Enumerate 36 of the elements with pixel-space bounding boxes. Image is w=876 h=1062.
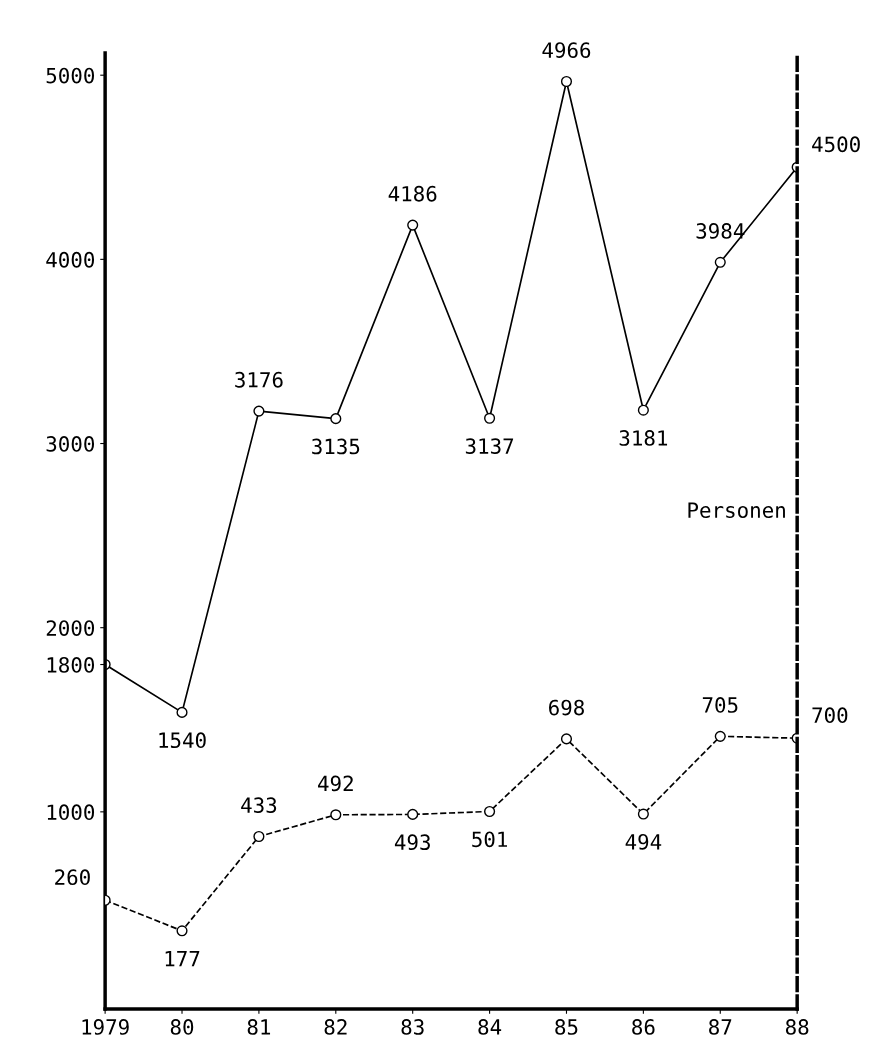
x-tick-label: 82 xyxy=(324,1019,347,1035)
data-label: 493 xyxy=(394,834,430,851)
y-tick-label: 3000 xyxy=(46,436,95,452)
data-label: 492 xyxy=(318,775,353,792)
x-tick-label: 1979 xyxy=(82,1019,129,1035)
x-tick-label: 83 xyxy=(401,1019,424,1035)
x-tick-label: 85 xyxy=(555,1019,578,1035)
data-label: 4966 xyxy=(542,42,591,58)
data-label: 494 xyxy=(625,833,662,850)
y-tick-label: 1800 xyxy=(47,657,95,673)
data-label: 3135 xyxy=(312,438,360,455)
y-tick-label: 4000 xyxy=(46,251,95,268)
data-label: 4186 xyxy=(388,185,437,202)
data-label: 3176 xyxy=(235,371,283,388)
data-label: 501 xyxy=(472,831,507,848)
x-tick-label: 84 xyxy=(478,1019,502,1035)
data-label: 3137 xyxy=(465,438,514,454)
y2-axis-title: Personen xyxy=(688,502,785,518)
data-label: 4500 xyxy=(812,136,860,153)
x-tick-label: 86 xyxy=(632,1019,655,1035)
data-label: 705 xyxy=(702,697,738,713)
data-label: 700 xyxy=(812,707,848,724)
data-label: 433 xyxy=(241,797,277,814)
y-tick-label: 2000 xyxy=(46,620,95,636)
data-label: 1540 xyxy=(159,732,206,749)
data-label: 698 xyxy=(549,699,584,716)
y-tick-label: 1000 xyxy=(47,804,95,821)
data-label: 260 xyxy=(55,869,90,886)
x-tick-label: 88 xyxy=(785,1019,809,1035)
x-tick-label: 80 xyxy=(170,1019,194,1035)
x-tick-label: 81 xyxy=(247,1019,271,1035)
x-tick-label: 87 xyxy=(709,1019,732,1035)
data-label: 177 xyxy=(165,951,200,967)
y-tick-label: 5000 xyxy=(46,67,95,84)
data-label: 3984 xyxy=(696,223,745,239)
data-label: 3181 xyxy=(619,430,668,446)
